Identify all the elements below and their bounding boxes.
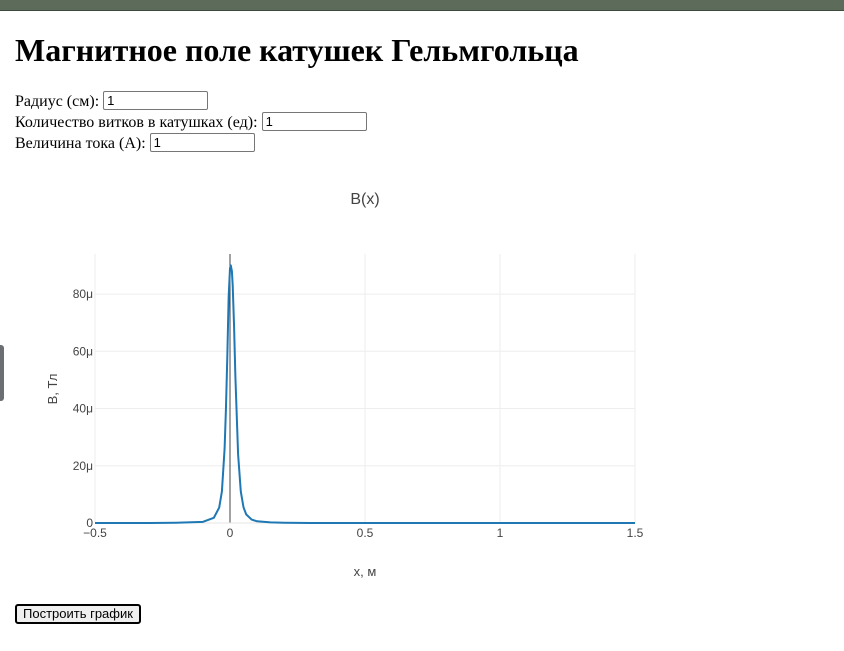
x-tick-label: 0 <box>227 526 234 540</box>
x-axis-label: x, м <box>354 564 377 579</box>
series-line <box>95 264 635 524</box>
x-tick-label: 1 <box>497 526 504 540</box>
radius-row: Радиус (см): <box>15 91 209 112</box>
chart-title: B(x) <box>350 191 379 208</box>
current-label: Величина тока (А): <box>15 135 146 152</box>
x-tick-label: 1.5 <box>627 526 644 540</box>
turns-row: Количество витков в катушках (ед): <box>15 112 367 133</box>
window-edge-handle <box>0 345 4 401</box>
turns-input[interactable] <box>261 112 367 131</box>
browser-top-strip <box>0 0 844 11</box>
x-tick-label: −0.5 <box>83 526 107 540</box>
y-tick-label: 0 <box>86 516 93 530</box>
y-tick-label: 60μ <box>73 344 93 358</box>
build-plot-button[interactable]: Построить график <box>15 604 141 624</box>
page-title: Магнитное поле катушек Гельмгольца <box>15 32 579 68</box>
current-row: Величина тока (А): <box>15 133 255 154</box>
x-tick-label: 0.5 <box>357 526 374 540</box>
turns-label: Количество витков в катушках (ед): <box>15 114 258 131</box>
y-tick-label: 20μ <box>73 459 93 473</box>
y-axis-label: B, Тл <box>45 374 60 405</box>
y-tick-label: 40μ <box>73 402 93 416</box>
current-input[interactable] <box>149 133 255 152</box>
radius-label: Радиус (см): <box>15 93 100 110</box>
radius-input[interactable] <box>103 91 209 110</box>
y-tick-label: 80μ <box>73 287 93 301</box>
